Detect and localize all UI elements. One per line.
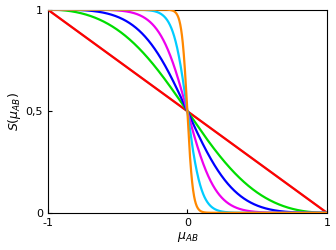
X-axis label: $\mu_{AB}$: $\mu_{AB}$ [176, 230, 198, 244]
Y-axis label: $S(\mu_{AB})$: $S(\mu_{AB})$ [6, 92, 23, 131]
